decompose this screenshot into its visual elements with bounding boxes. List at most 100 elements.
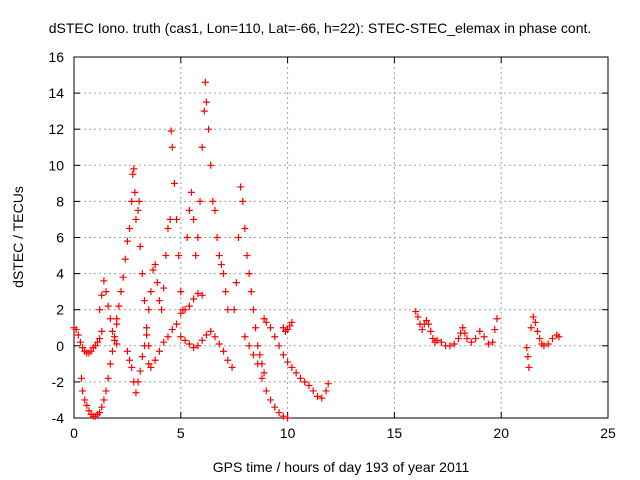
data-point	[100, 396, 108, 404]
data-point	[260, 315, 268, 323]
data-point	[196, 197, 204, 205]
data-point	[284, 326, 292, 334]
data-point	[145, 360, 153, 368]
data-point	[158, 306, 166, 314]
data-point	[87, 347, 95, 355]
data-point	[222, 288, 230, 296]
data-point	[527, 324, 535, 332]
y-tick-label: 4	[56, 266, 64, 282]
data-point	[147, 363, 155, 371]
y-axis-label: dSTEC / TECUs	[10, 186, 26, 288]
data-point	[128, 197, 136, 205]
x-tick-label: 5	[177, 425, 185, 441]
data-point	[98, 291, 106, 299]
data-point	[155, 347, 163, 355]
data-point	[106, 360, 114, 368]
data-point	[418, 326, 426, 334]
data-point	[202, 98, 210, 106]
data-point	[168, 326, 176, 334]
data-point	[224, 356, 232, 364]
y-tick-label: -2	[52, 374, 65, 390]
data-point	[258, 374, 266, 382]
data-point	[459, 324, 467, 332]
data-point	[181, 336, 189, 344]
data-point	[117, 288, 125, 296]
data-point	[72, 326, 80, 334]
data-point	[132, 215, 140, 223]
data-point	[140, 297, 148, 305]
data-point	[123, 347, 131, 355]
data-point	[177, 288, 185, 296]
data-point	[185, 302, 193, 310]
y-tick-label: 2	[56, 302, 64, 318]
data-point	[207, 161, 215, 169]
data-point	[288, 363, 296, 371]
y-tick-label: 10	[48, 157, 64, 173]
data-point	[192, 252, 200, 260]
data-point	[198, 143, 206, 151]
data-point	[534, 327, 542, 335]
data-point	[201, 78, 209, 86]
data-point	[429, 335, 437, 343]
data-point	[254, 342, 262, 350]
data-point	[185, 340, 193, 348]
data-point	[525, 363, 533, 371]
data-point	[217, 261, 225, 269]
data-point	[493, 315, 501, 323]
data-point	[194, 342, 202, 350]
data-point	[433, 336, 441, 344]
data-point	[262, 387, 270, 395]
data-point	[243, 252, 251, 260]
x-tick-label: 0	[70, 425, 78, 441]
data-point	[476, 327, 484, 335]
data-point	[83, 401, 91, 409]
data-point	[271, 403, 279, 411]
data-point	[540, 342, 548, 350]
data-point	[194, 289, 202, 297]
data-point	[187, 188, 195, 196]
data-point	[167, 127, 175, 135]
grid-lines	[74, 57, 608, 418]
data-point	[126, 356, 134, 364]
data-point	[215, 340, 223, 348]
data-point	[108, 327, 116, 335]
data-point	[301, 378, 309, 386]
data-point	[531, 318, 539, 326]
data-point	[128, 363, 136, 371]
data-point	[247, 288, 255, 296]
data-point	[555, 333, 563, 341]
data-point	[104, 302, 112, 310]
data-point	[115, 302, 123, 310]
data-points	[70, 78, 563, 422]
data-point	[211, 206, 219, 214]
data-point	[275, 409, 283, 417]
y-tick-label: 12	[48, 121, 64, 137]
data-point	[209, 197, 217, 205]
chart-title: dSTEC Iono. truth (cas1, Lon=110, Lat=-6…	[49, 20, 592, 36]
data-point	[305, 382, 313, 390]
data-point	[151, 356, 159, 364]
data-point	[322, 387, 330, 395]
data-point	[414, 313, 422, 321]
data-point	[523, 344, 531, 352]
data-point	[467, 338, 475, 346]
data-point	[135, 197, 143, 205]
data-point	[309, 387, 317, 395]
data-point	[100, 277, 108, 285]
data-point	[140, 342, 148, 350]
data-point	[119, 273, 127, 281]
data-point	[162, 252, 170, 260]
data-point	[164, 224, 172, 232]
axis-ticks	[73, 56, 609, 419]
data-point	[185, 206, 193, 214]
y-tick-label: -4	[52, 410, 65, 426]
data-point	[279, 324, 287, 332]
data-point	[129, 170, 137, 178]
data-point	[108, 347, 116, 355]
data-point	[181, 306, 189, 314]
data-point	[256, 351, 264, 359]
data-point	[544, 340, 552, 348]
data-point	[198, 291, 206, 299]
data-point	[79, 387, 87, 395]
y-tick-labels: -4 -2 0 2 4 6 8 10 12 14 16	[48, 49, 64, 426]
